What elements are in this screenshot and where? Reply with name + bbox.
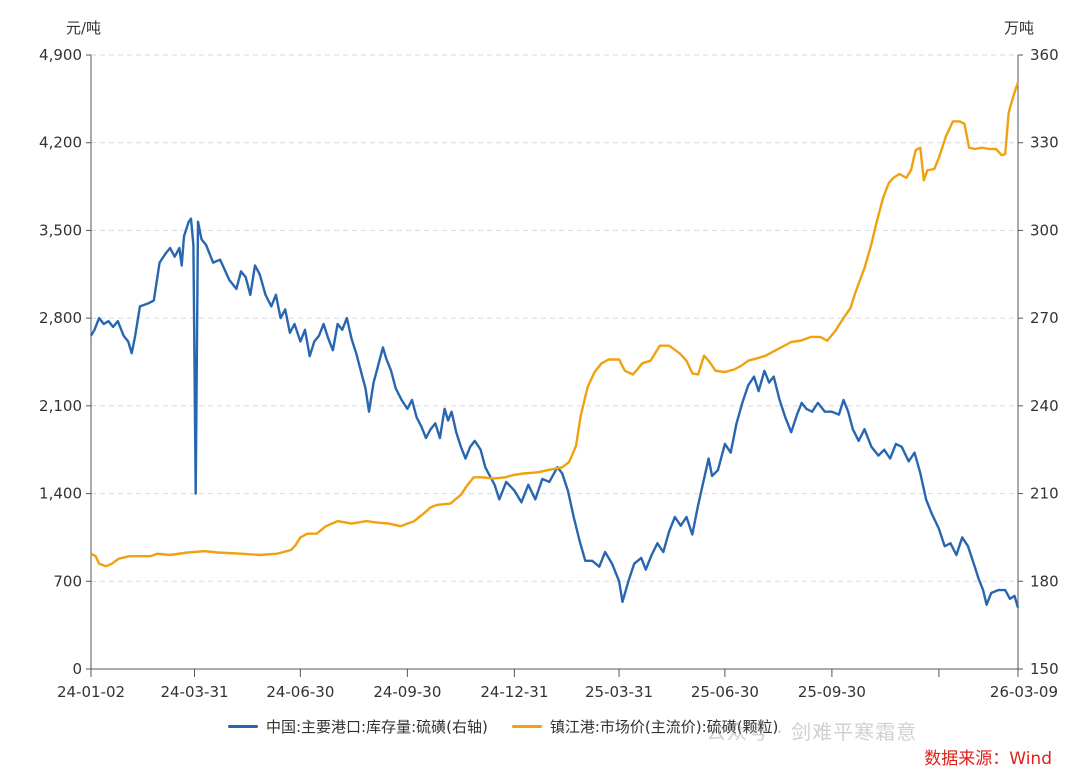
x-tick-label: 25-09-30 [798, 683, 866, 701]
left-axis-unit: 元/吨 [66, 19, 101, 37]
right-tick-label: 330 [1030, 134, 1059, 152]
right-tick-label: 210 [1030, 485, 1059, 503]
left-tick-label: 2,800 [39, 309, 82, 327]
right-tick-label: 180 [1030, 572, 1059, 590]
right-tick-label: 360 [1030, 46, 1059, 64]
left-tick-label: 4,200 [39, 134, 82, 152]
x-tick-label: 24-01-02 [57, 683, 125, 701]
series-line-inventory [89, 217, 1020, 608]
left-tick-label: 1,400 [39, 485, 82, 503]
right-axis-unit: 万吨 [1004, 19, 1034, 37]
right-tick-label: 150 [1030, 660, 1059, 678]
right-tick-label: 300 [1030, 221, 1059, 239]
legend-item-inventory: 中国:主要港口:库存量:硫磺(右轴) [228, 716, 488, 737]
x-tick-label: 24-03-31 [160, 683, 228, 701]
x-tick-label: 25-06-30 [691, 683, 759, 701]
x-tick-label: 25-03-31 [585, 683, 653, 701]
left-tick-label: 2,100 [39, 397, 82, 415]
left-tick-label: 4,900 [39, 46, 82, 64]
legend-swatch-orange [511, 725, 542, 728]
legend: 中国:主要港口:库存量:硫磺(右轴) 镇江港:市场价(主流价):硫磺(颗粒) [228, 716, 778, 737]
x-tick-label: 24-12-31 [480, 683, 548, 701]
source-label: 数据来源：Wind [924, 749, 1052, 769]
left-tick-label: 0 [72, 660, 82, 678]
left-tick-label: 3,500 [39, 221, 82, 239]
left-tick-label: 700 [53, 572, 82, 590]
legend-swatch-blue [228, 725, 258, 728]
watermark-text: 公众号 · 剑难平寒霜意 [706, 720, 918, 744]
x-tick-label: 26-03-09 [990, 683, 1058, 701]
series-lines [89, 82, 1020, 608]
grid-lines [91, 54, 1018, 582]
x-tick-label: 24-09-30 [373, 683, 441, 701]
axes: 0 700 1,400 2,100 2,800 3,500 4,200 4,900 150 180… [39, 46, 1059, 701]
legend-label-inventory: 中国:主要港口:库存量:硫磺(右轴) [266, 718, 488, 736]
legend-label-price: 镇江港:市场价(主流价):硫磺(颗粒) [549, 718, 779, 736]
series-line-price [90, 82, 1020, 568]
legend-item-price: 镇江港:市场价(主流价):硫磺(颗粒) [511, 716, 779, 737]
right-tick-label: 270 [1030, 309, 1059, 327]
x-tick-label: 24-06-30 [266, 683, 334, 701]
right-tick-label: 240 [1030, 397, 1059, 415]
